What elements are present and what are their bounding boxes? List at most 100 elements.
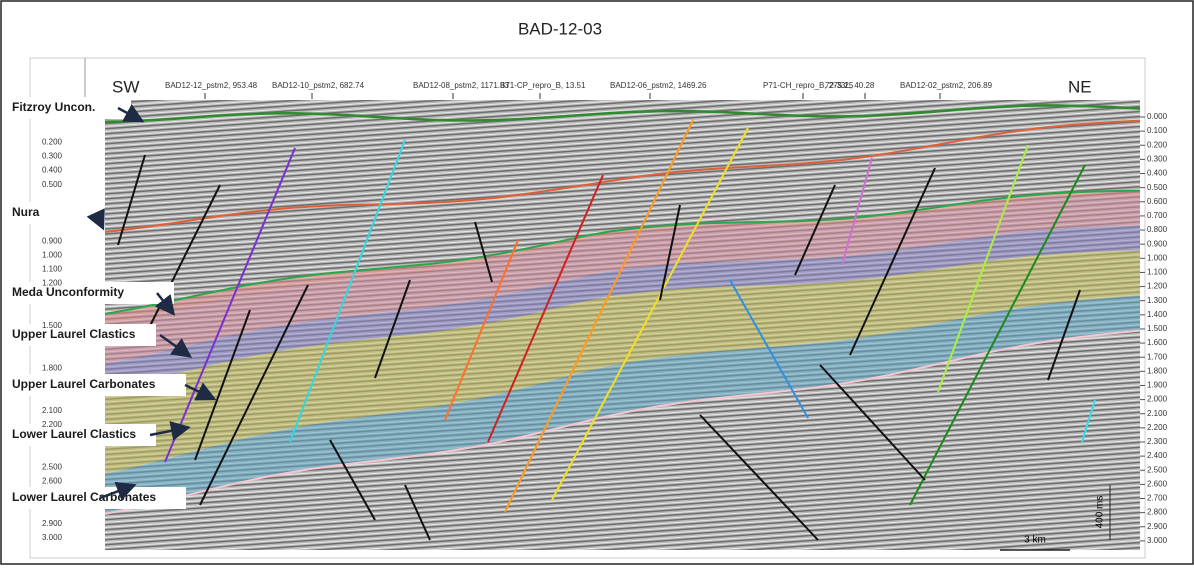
label-arrow <box>184 382 217 401</box>
fault <box>117 154 146 246</box>
fault <box>729 279 809 419</box>
panel-frame <box>29 57 1146 559</box>
axis-label: 2.100 <box>1147 409 1168 418</box>
axis-label: 1.600 <box>1147 338 1168 347</box>
axis-label: 1.200 <box>1147 282 1168 291</box>
axis-label: 1.800 <box>1147 366 1168 375</box>
fault <box>164 147 296 463</box>
axis-label: 2.900 <box>42 519 63 528</box>
axis-label: 3.000 <box>42 533 63 542</box>
label-arrow <box>159 333 193 358</box>
fault <box>909 164 1086 506</box>
axis-label: 2.100 <box>42 406 63 415</box>
axis-label: 2.800 <box>1147 508 1168 517</box>
fault <box>841 157 873 266</box>
fault <box>487 174 604 443</box>
axis-label: 0.200 <box>42 137 63 146</box>
label-arrow <box>99 481 137 501</box>
label-box <box>6 324 156 346</box>
direction-right: NE <box>1068 77 1092 96</box>
axis-label: 2.900 <box>1147 522 1168 531</box>
horizon-label: Fitzroy Uncon. <box>12 100 95 114</box>
axis-label: 2.600 <box>42 476 63 485</box>
label-box <box>6 487 186 509</box>
fault <box>329 439 376 521</box>
axis-label: 1.100 <box>1147 268 1168 277</box>
fault <box>289 139 406 443</box>
well-label: B71-CP_repro_B, 13.51 <box>500 81 586 90</box>
label-arrow <box>154 292 176 316</box>
axis-label: 0.300 <box>42 151 63 160</box>
fault <box>1047 289 1081 381</box>
layer-band <box>105 250 1140 474</box>
axis-label: 1.800 <box>42 363 63 372</box>
axis-label: 1.000 <box>42 250 63 259</box>
fault <box>551 127 749 501</box>
axis-label: 3.000 <box>1147 536 1168 545</box>
axis-label: 2.600 <box>1147 479 1168 488</box>
fault <box>474 221 493 283</box>
layer-band <box>105 196 1140 364</box>
axis-label: 0.100 <box>1147 126 1168 135</box>
fault <box>937 144 1029 393</box>
well-label: BAD12-02_pstm2, 206.89 <box>900 81 993 90</box>
horizon-line <box>104 329 1141 515</box>
horizon-label: Nura <box>12 205 40 219</box>
distance-scale: 3 km <box>1024 535 1046 546</box>
axis-label: 2.500 <box>1147 465 1168 474</box>
well-label: BAD12-06_pstm2, 1469.26 <box>610 81 707 90</box>
fault <box>1081 399 1096 443</box>
axis-label: 0.500 <box>42 180 63 189</box>
label-arrow <box>149 421 191 441</box>
label-box <box>6 202 58 224</box>
axis-label: 0.400 <box>42 166 63 175</box>
fault <box>699 414 819 541</box>
horizon-line <box>104 189 1141 315</box>
horizon-label: Meda Unconformity <box>12 285 124 299</box>
direction-left: SW <box>112 77 139 96</box>
axis-label: 0.500 <box>1147 183 1168 192</box>
axis-label: 0.900 <box>1147 239 1168 248</box>
fault <box>794 184 836 276</box>
fault <box>849 167 936 356</box>
axis-label: 1.400 <box>1147 310 1168 319</box>
axis-label: 1.500 <box>42 321 63 330</box>
horizon-line <box>104 104 1141 124</box>
well-label: 72-33L, 40.28 <box>825 81 875 90</box>
axis-label: 1.200 <box>42 279 63 288</box>
fault <box>199 284 309 506</box>
fault <box>404 484 431 541</box>
label-arrow <box>117 104 145 123</box>
layer-band <box>105 225 1140 389</box>
axis-label: 0.000 <box>1147 112 1168 121</box>
axis-label: 0.400 <box>1147 169 1168 178</box>
axis-label: 1.500 <box>1147 324 1168 333</box>
axis-label: 1.000 <box>1147 253 1168 262</box>
horizon-label: Upper Laurel Clastics <box>12 327 136 341</box>
axis-label: 2.500 <box>42 462 63 471</box>
axis-label: 0.700 <box>1147 211 1168 220</box>
axis-label: 0.600 <box>1147 197 1168 206</box>
axis-label: 1.900 <box>1147 381 1168 390</box>
title: BAD-12-03 <box>518 19 602 38</box>
label-box <box>6 282 174 304</box>
axis-label: 2.000 <box>1147 395 1168 404</box>
label-box <box>6 374 186 396</box>
time-scale: 400 ms <box>1095 496 1106 529</box>
axis-label: 2.300 <box>1147 437 1168 446</box>
fault <box>194 309 251 461</box>
well-label: BAD12-12_pstm2, 953.48 <box>165 81 258 90</box>
fault <box>504 119 694 513</box>
axis-label: 0.800 <box>1147 225 1168 234</box>
horizon-label: Lower Laurel Carbonates <box>12 490 156 504</box>
axis-label: 0.900 <box>42 236 63 245</box>
well-label: P71-CH_repro_B, 275.25 <box>763 81 854 90</box>
label-arrow <box>86 208 105 231</box>
well-label: BAD12-08_pstm2, 1171.83 <box>413 81 509 90</box>
axis-label: 2.700 <box>1147 494 1168 503</box>
fault <box>444 239 519 421</box>
axis-label: 0.300 <box>1147 154 1168 163</box>
axis-label: 1.100 <box>42 265 63 274</box>
axis-label: 1.300 <box>1147 296 1168 305</box>
axis-label: 1.700 <box>1147 352 1168 361</box>
